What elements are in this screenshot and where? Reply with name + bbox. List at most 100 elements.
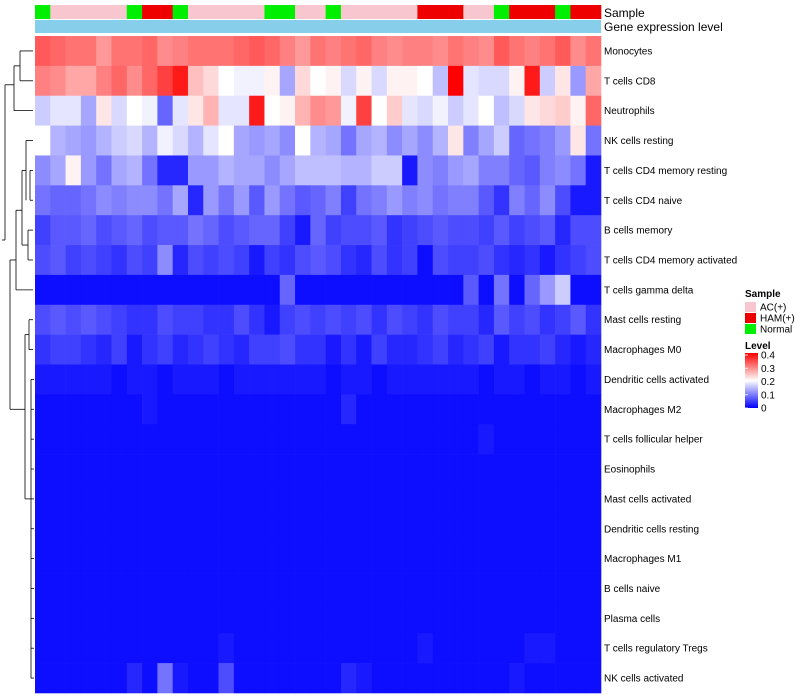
heatmap-cell: [295, 633, 311, 664]
heatmap-cell: [279, 215, 296, 246]
heatmap-cell: [340, 543, 357, 574]
heatmap-cell: [417, 215, 434, 246]
heatmap-cell: [126, 543, 143, 574]
heatmap-cell: [172, 215, 189, 246]
heatmap-cell: [50, 95, 66, 126]
heatmap-cell: [218, 543, 235, 574]
heatmap-cell: [295, 663, 311, 694]
heatmap-cell: [218, 513, 235, 544]
heatmap-cell: [570, 633, 587, 664]
heatmap-cell: [539, 513, 556, 544]
heatmap-cell: [50, 573, 66, 604]
sample-annotation-cell: [539, 5, 556, 19]
heatmap-cell: [50, 633, 66, 664]
heatmap-cell: [96, 543, 112, 574]
heatmap-cell: [585, 65, 602, 97]
heatmap-cell: [386, 304, 403, 335]
heatmap-cell: [524, 364, 541, 395]
heatmap-cell: [402, 274, 418, 306]
heatmap-cell: [264, 125, 281, 156]
heatmap-cell: [279, 483, 296, 515]
heatmap-cell: [509, 394, 525, 425]
heatmap-cell: [249, 215, 265, 246]
heatmap-cell: [325, 513, 342, 544]
sample-annotation-cell: [172, 5, 189, 19]
sample-annotation-cell: [417, 5, 434, 19]
heatmap-cell: [386, 215, 403, 246]
heatmap-cell: [279, 185, 296, 216]
heatmap-cell: [249, 36, 265, 67]
heatmap-cell: [142, 394, 158, 425]
heatmap-cell: [509, 274, 525, 306]
row-label: Neutrophils: [604, 106, 655, 117]
heatmap-cell: [50, 543, 66, 574]
heatmap-cell: [142, 513, 158, 544]
heatmap-cell: [371, 65, 388, 97]
heatmap-cell: [279, 633, 296, 664]
heatmap-cell: [35, 215, 51, 246]
heatmap-cell: [478, 274, 495, 306]
heatmap-cell: [448, 633, 464, 664]
heatmap-cell: [126, 185, 143, 216]
heatmap-cell: [524, 245, 541, 276]
heatmap-cell: [96, 603, 112, 634]
heatmap-cell: [172, 603, 189, 634]
heatmap-cell: [50, 513, 66, 544]
row-label: NK cells resting: [604, 136, 673, 147]
heatmap-cell: [555, 334, 571, 365]
heatmap-cell: [340, 364, 357, 395]
heatmap-cell: [233, 633, 250, 664]
heatmap-cell: [233, 513, 250, 544]
heatmap-cell: [509, 334, 525, 365]
heatmap-cell: [448, 543, 464, 574]
heatmap-cell: [157, 36, 173, 67]
heatmap-cell: [50, 454, 66, 485]
heatmap-cell: [203, 364, 219, 395]
heatmap-cell: [340, 633, 357, 664]
heatmap-cell: [50, 394, 66, 425]
heatmap-cell: [249, 304, 265, 335]
heatmap-cell: [448, 663, 464, 694]
heatmap-cell: [585, 483, 602, 515]
heatmap-cell: [249, 394, 265, 425]
heatmap-cell: [35, 394, 51, 425]
heatmap-cell: [203, 185, 219, 216]
heatmap-cell: [371, 603, 388, 634]
sample-annotation-cell: [65, 5, 82, 19]
sample-annotation-cell: [279, 5, 296, 19]
heatmap-cell: [218, 95, 235, 126]
heatmap-cell: [402, 215, 418, 246]
heatmap-cell: [340, 155, 357, 186]
heatmap-cell: [386, 65, 403, 97]
heatmap-cell: [249, 185, 265, 216]
heatmap-cell: [524, 513, 541, 544]
heatmap-cell: [539, 185, 556, 216]
level-legend-ticks: 0.4 0.3 0.2 0.1 0: [745, 351, 775, 415]
heatmap-cell: [509, 215, 525, 246]
heatmap-cell: [448, 364, 464, 395]
heatmap-cell: [570, 155, 587, 186]
heatmap-cell: [570, 65, 587, 97]
sample-annotation-cell: [402, 5, 418, 19]
heatmap-cell: [249, 95, 265, 126]
heatmap-cell: [249, 364, 265, 395]
heatmap-cell: [157, 573, 173, 604]
heatmap-cell: [386, 95, 403, 126]
heatmap-cell: [279, 603, 296, 634]
heatmap-cell: [509, 185, 525, 216]
heatmap-cell: [187, 215, 204, 246]
heatmap-cell: [539, 454, 556, 485]
level-tick-label: 0: [761, 404, 767, 415]
sample-annotation-bar: [35, 5, 602, 19]
heatmap-cell: [96, 394, 112, 425]
heatmap-cell: [310, 334, 326, 365]
heatmap-cell: [249, 125, 265, 156]
heatmap-cell: [295, 155, 311, 186]
heatmap-cell: [340, 125, 357, 156]
heatmap-cell: [35, 125, 51, 156]
heatmap-cell: [448, 125, 464, 156]
heatmap-cell: [50, 483, 66, 515]
heatmap-cell: [509, 513, 525, 544]
heatmap-cell: [157, 663, 173, 694]
heatmap-cell: [35, 483, 51, 515]
